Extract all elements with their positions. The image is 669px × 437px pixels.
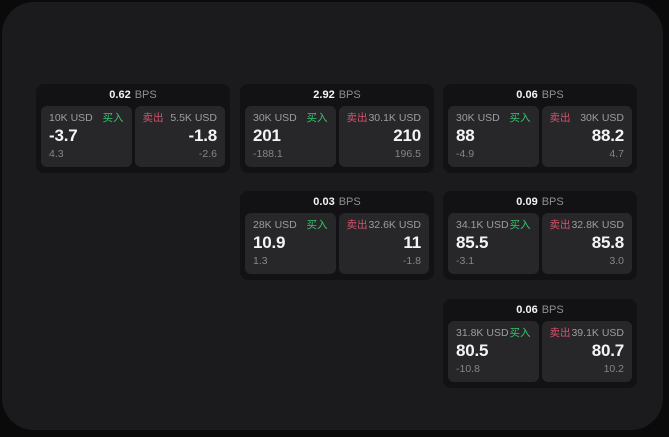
- buy-change: 1.3: [253, 255, 268, 267]
- buy-change: -3.1: [456, 255, 475, 267]
- sell-amount: 39.1K USD: [571, 327, 624, 339]
- buy-amount: 10K USD: [49, 112, 93, 124]
- buy-tile[interactable]: 30K USD 买入 88 -4.9: [448, 106, 539, 167]
- bps-unit-label: BPS: [338, 89, 361, 101]
- sell-amount: 30.1K USD: [368, 112, 421, 124]
- card-header: 0.06 BPS: [443, 299, 637, 321]
- card-header: 2.92 BPS: [240, 84, 434, 106]
- sell-change: 196.5: [394, 148, 421, 160]
- quote-card: 2.92 BPS 30K USD 买入 201 -188.1 卖出 30.1K …: [240, 84, 434, 173]
- app-panel: 0.62 BPS 10K USD 买入 -3.7 4.3 卖出 5.5K USD: [2, 2, 663, 430]
- buy-label: 买入: [509, 219, 531, 231]
- buy-price: 85.5: [456, 233, 489, 252]
- sell-tile[interactable]: 卖出 30K USD 88.2 4.7: [541, 106, 632, 167]
- sell-tile[interactable]: 卖出 30.1K USD 210 196.5: [338, 106, 429, 167]
- buy-price: 80.5: [456, 341, 489, 360]
- sell-label: 卖出: [549, 327, 571, 339]
- bps-value: 2.92: [313, 89, 335, 101]
- sell-price: 11: [403, 233, 421, 252]
- buy-amount: 28K USD: [253, 219, 297, 231]
- sell-tile[interactable]: 卖出 32.6K USD 11 -1.8: [338, 213, 429, 274]
- sell-price: 85.8: [591, 233, 624, 252]
- buy-price: 201: [253, 126, 281, 145]
- buy-change: -188.1: [253, 148, 283, 160]
- card-body: 28K USD 买入 10.9 1.3 卖出 32.6K USD 11 -1.8: [240, 213, 434, 274]
- card-header: 0.03 BPS: [240, 191, 434, 213]
- sell-amount: 30K USD: [580, 112, 624, 124]
- buy-amount: 34.1K USD: [456, 219, 509, 231]
- bps-unit-label: BPS: [541, 89, 564, 101]
- sell-amount: 32.8K USD: [571, 219, 624, 231]
- buy-label: 买入: [306, 219, 328, 231]
- sell-label: 卖出: [549, 219, 571, 231]
- card-body: 31.8K USD 买入 80.5 -10.8 卖出 39.1K USD 80.…: [443, 321, 637, 382]
- bps-value: 0.09: [516, 196, 538, 208]
- buy-label: 买入: [306, 112, 328, 124]
- buy-change: -4.9: [456, 148, 475, 160]
- sell-amount: 5.5K USD: [170, 112, 217, 124]
- buy-amount: 30K USD: [456, 112, 500, 124]
- sell-price: 88.2: [591, 126, 624, 145]
- bps-value: 0.62: [109, 89, 131, 101]
- buy-label: 买入: [509, 327, 531, 339]
- buy-tile[interactable]: 31.8K USD 买入 80.5 -10.8: [448, 321, 539, 382]
- sell-price: 80.7: [591, 341, 624, 360]
- card-header: 0.09 BPS: [443, 191, 637, 213]
- sell-change: 10.2: [603, 363, 624, 375]
- buy-tile[interactable]: 10K USD 买入 -3.7 4.3: [41, 106, 132, 167]
- card-header: 0.06 BPS: [443, 84, 637, 106]
- card-body: 10K USD 买入 -3.7 4.3 卖出 5.5K USD -1.8 -2.…: [36, 106, 230, 167]
- card-body: 34.1K USD 买入 85.5 -3.1 卖出 32.8K USD 85.8…: [443, 213, 637, 274]
- quote-card: 0.62 BPS 10K USD 买入 -3.7 4.3 卖出 5.5K USD: [36, 84, 230, 173]
- quote-card: 0.06 BPS 30K USD 买入 88 -4.9 卖出 30K USD: [443, 84, 637, 173]
- bps-value: 0.06: [516, 304, 538, 316]
- buy-label: 买入: [102, 112, 124, 124]
- buy-change: 4.3: [49, 148, 64, 160]
- buy-price: 88: [456, 126, 475, 145]
- bps-value: 0.03: [313, 196, 335, 208]
- sell-change: -1.8: [402, 255, 421, 267]
- quote-card: 0.03 BPS 28K USD 买入 10.9 1.3 卖出 32.6K US…: [240, 191, 434, 280]
- bps-unit-label: BPS: [541, 196, 564, 208]
- sell-tile[interactable]: 卖出 39.1K USD 80.7 10.2: [541, 321, 632, 382]
- buy-change: -10.8: [456, 363, 480, 375]
- sell-price: -1.8: [188, 126, 218, 145]
- sell-label: 卖出: [549, 112, 571, 124]
- buy-price: 10.9: [253, 233, 286, 252]
- buy-tile[interactable]: 30K USD 买入 201 -188.1: [245, 106, 336, 167]
- sell-change: 3.0: [609, 255, 624, 267]
- sell-price: 210: [393, 126, 421, 145]
- buy-label: 买入: [509, 112, 531, 124]
- sell-change: 4.7: [609, 148, 624, 160]
- buy-amount: 31.8K USD: [456, 327, 509, 339]
- bps-unit-label: BPS: [338, 196, 361, 208]
- card-header: 0.62 BPS: [36, 84, 230, 106]
- buy-amount: 30K USD: [253, 112, 297, 124]
- bps-unit-label: BPS: [541, 304, 564, 316]
- sell-change: -2.6: [198, 148, 217, 160]
- card-body: 30K USD 买入 201 -188.1 卖出 30.1K USD 210 1…: [240, 106, 434, 167]
- sell-amount: 32.6K USD: [368, 219, 421, 231]
- sell-label: 卖出: [346, 219, 368, 231]
- sell-tile[interactable]: 卖出 32.8K USD 85.8 3.0: [541, 213, 632, 274]
- quote-card: 0.06 BPS 31.8K USD 买入 80.5 -10.8 卖出 39.1…: [443, 299, 637, 388]
- quote-card: 0.09 BPS 34.1K USD 买入 85.5 -3.1 卖出 32.8K…: [443, 191, 637, 280]
- sell-label: 卖出: [142, 112, 164, 124]
- sell-tile[interactable]: 卖出 5.5K USD -1.8 -2.6: [134, 106, 225, 167]
- bps-unit-label: BPS: [134, 89, 157, 101]
- sell-label: 卖出: [346, 112, 368, 124]
- buy-tile[interactable]: 34.1K USD 买入 85.5 -3.1: [448, 213, 539, 274]
- buy-tile[interactable]: 28K USD 买入 10.9 1.3: [245, 213, 336, 274]
- bps-value: 0.06: [516, 89, 538, 101]
- buy-price: -3.7: [49, 126, 78, 145]
- card-body: 30K USD 买入 88 -4.9 卖出 30K USD 88.2 4.7: [443, 106, 637, 167]
